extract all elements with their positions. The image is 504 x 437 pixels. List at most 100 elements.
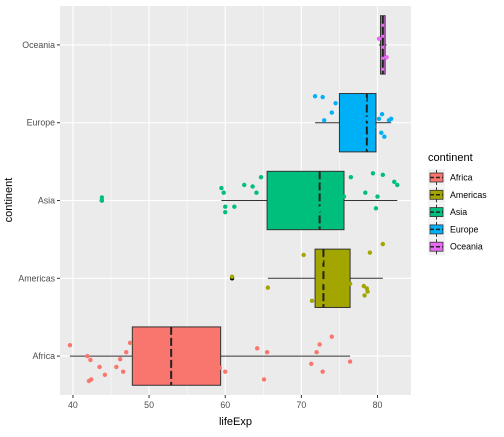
point-americas	[324, 254, 329, 259]
legend: continent Africa Americas Asia Europe Oceani…	[428, 152, 487, 256]
jitter-points	[67, 36, 400, 384]
point-africa	[217, 365, 223, 370]
point-asia	[322, 219, 327, 224]
point-europe	[320, 94, 325, 100]
point-africa	[88, 357, 93, 363]
y-tick-label: Africa	[33, 351, 56, 361]
point-africa	[102, 372, 108, 377]
point-africa	[210, 346, 216, 351]
y-axis-title: continent	[3, 178, 15, 223]
point-americas	[361, 283, 366, 289]
point-americas	[327, 288, 332, 293]
point-africa	[117, 357, 123, 362]
point-africa	[133, 332, 138, 337]
point-americas	[317, 296, 322, 301]
point-africa	[127, 340, 133, 346]
point-asia	[375, 194, 380, 199]
point-americas	[309, 298, 315, 304]
point-europe	[366, 145, 371, 150]
point-africa	[120, 369, 126, 374]
point-africa	[67, 343, 73, 348]
point-asia	[306, 174, 312, 180]
point-asia	[221, 190, 226, 195]
point-asia	[99, 195, 105, 200]
point-oceania	[384, 55, 389, 60]
point-asia	[363, 190, 368, 195]
point-americas	[339, 262, 344, 268]
legend-label-africa: Africa	[450, 173, 473, 183]
x-tick-label: 70	[296, 400, 306, 410]
point-europe	[365, 116, 370, 122]
point-americas	[347, 281, 353, 286]
point-europe	[371, 124, 376, 129]
point-europe	[348, 111, 354, 116]
point-asia	[254, 190, 259, 195]
point-asia	[258, 174, 264, 180]
point-americas	[321, 266, 326, 272]
point-americas	[365, 289, 370, 294]
point-africa	[329, 334, 335, 339]
point-africa	[85, 353, 90, 359]
point-africa	[223, 369, 228, 374]
point-africa	[254, 346, 260, 351]
point-europe	[376, 116, 382, 122]
point-americas	[318, 258, 324, 264]
x-tick-label: 40	[68, 400, 78, 410]
legend-label-europe: Europe	[450, 224, 478, 234]
point-americas	[362, 293, 367, 298]
legend-label-oceania: Oceania	[450, 242, 483, 252]
point-africa	[347, 359, 353, 364]
point-asia	[242, 182, 247, 188]
point-europe	[370, 138, 376, 143]
point-asia	[348, 174, 354, 180]
point-africa	[178, 374, 183, 380]
point-europe	[352, 132, 357, 138]
point-europe	[322, 118, 327, 123]
x-tick-label: 60	[220, 400, 230, 410]
point-africa	[320, 369, 325, 374]
point-europe	[379, 130, 384, 136]
y-axis: Africa Americas Asia Europe Oceania	[18, 40, 60, 361]
point-asia	[99, 198, 105, 203]
point-europe	[347, 115, 353, 120]
point-asia	[223, 204, 228, 209]
point-americas	[367, 250, 373, 255]
x-tick-label: 50	[144, 400, 154, 410]
point-oceania	[376, 36, 382, 41]
point-asia	[303, 188, 309, 194]
point-africa	[317, 342, 322, 347]
y-tick-label: Asia	[38, 196, 55, 206]
point-asia	[373, 206, 379, 211]
point-africa	[152, 379, 158, 384]
point-americas	[341, 267, 347, 272]
point-americas	[301, 252, 306, 258]
box-asia	[266, 170, 345, 231]
point-africa	[124, 350, 129, 355]
point-americas	[341, 297, 346, 303]
point-asia	[370, 171, 376, 176]
point-asia	[318, 206, 323, 211]
point-africa	[264, 350, 270, 355]
boxes	[69, 15, 398, 386]
box-europe	[338, 93, 377, 153]
point-americas	[380, 241, 386, 247]
point-asia	[392, 179, 397, 185]
point-europe	[312, 94, 318, 99]
x-axis: 40 50 60 70 80	[68, 395, 382, 410]
point-africa	[192, 350, 197, 355]
point-africa	[314, 350, 319, 355]
point-europe	[379, 111, 385, 117]
point-asia	[223, 209, 228, 215]
y-tick-label: Oceania	[22, 40, 55, 50]
point-americas	[265, 285, 271, 290]
x-axis-title: lifeExp	[219, 416, 252, 428]
y-tick-label: Europe	[27, 118, 55, 128]
box-africa	[131, 326, 222, 386]
point-europe	[333, 101, 338, 106]
point-asia	[380, 172, 386, 178]
point-asia	[250, 184, 255, 189]
point-europe	[358, 97, 363, 102]
point-asia	[219, 185, 224, 191]
point-africa	[97, 364, 102, 370]
